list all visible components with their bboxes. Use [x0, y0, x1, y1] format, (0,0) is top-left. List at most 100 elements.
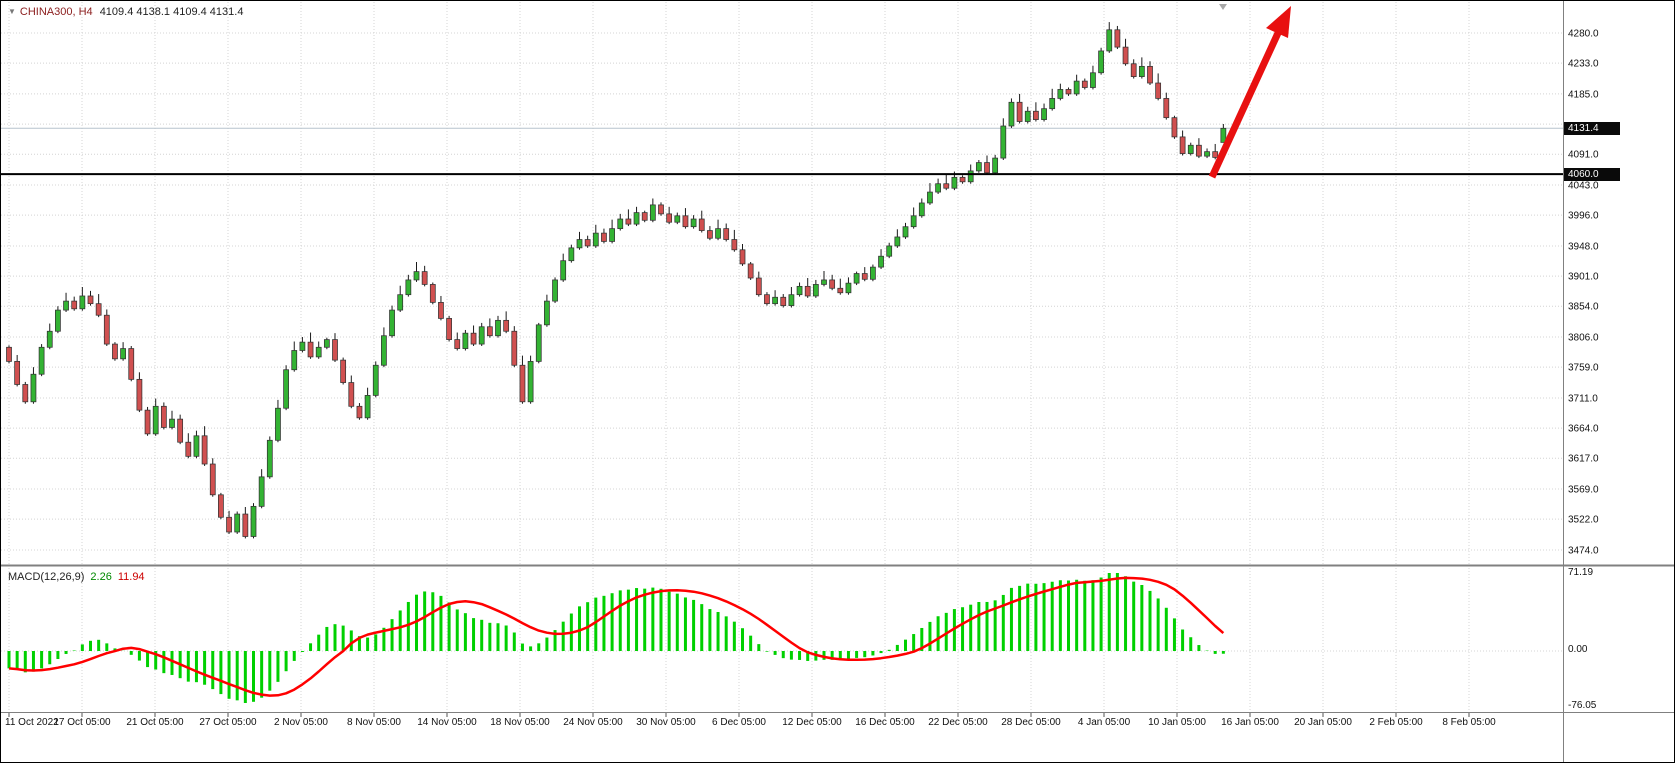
candle[interactable] — [707, 230, 713, 239]
candle[interactable] — [250, 505, 257, 537]
candle[interactable] — [1024, 110, 1031, 122]
candle[interactable] — [747, 263, 754, 279]
candle[interactable] — [63, 300, 69, 311]
candle[interactable] — [1073, 80, 1080, 95]
candle[interactable] — [470, 332, 477, 345]
candle[interactable] — [226, 516, 232, 533]
candle[interactable] — [1220, 127, 1227, 143]
candle[interactable] — [1114, 29, 1121, 48]
candle[interactable] — [421, 271, 428, 285]
candle[interactable] — [682, 215, 689, 228]
dropdown-triangle-icon[interactable]: ▼ — [8, 7, 16, 16]
candle[interactable] — [381, 335, 387, 366]
candle[interactable] — [910, 215, 917, 228]
candle[interactable] — [14, 361, 21, 385]
candle[interactable] — [601, 232, 607, 242]
candle[interactable] — [527, 361, 534, 403]
candle[interactable] — [715, 228, 721, 239]
candle[interactable] — [1041, 108, 1047, 120]
candle[interactable] — [796, 285, 803, 296]
candle[interactable] — [1179, 136, 1186, 154]
candle[interactable] — [1106, 29, 1113, 52]
candle[interactable] — [519, 364, 526, 403]
candle[interactable] — [389, 309, 395, 337]
candle[interactable] — [886, 245, 893, 257]
candle[interactable] — [6, 346, 12, 362]
candle[interactable] — [633, 212, 640, 225]
candle[interactable] — [967, 170, 974, 183]
candle[interactable] — [1081, 80, 1088, 88]
candle[interactable] — [552, 279, 558, 302]
candle[interactable] — [307, 341, 314, 358]
candle[interactable] — [71, 300, 78, 310]
candle[interactable] — [356, 405, 363, 419]
candle[interactable] — [177, 418, 184, 443]
candle[interactable] — [764, 294, 770, 305]
candle[interactable] — [511, 330, 518, 366]
candle[interactable] — [731, 239, 738, 251]
candle[interactable] — [1000, 125, 1007, 159]
candle[interactable] — [861, 273, 868, 280]
candle[interactable] — [364, 395, 371, 419]
candle[interactable] — [218, 494, 224, 518]
candle[interactable] — [584, 239, 591, 247]
candle[interactable] — [1163, 98, 1170, 119]
candle[interactable] — [576, 239, 583, 249]
candle[interactable] — [1138, 65, 1145, 77]
candle[interactable] — [1090, 72, 1096, 88]
candle[interactable] — [315, 346, 322, 358]
candle[interactable] — [821, 279, 827, 285]
price-axis-labels[interactable]: 4280.0 4233.0 4185.0 4091.0 4043.0 3996.0 3948… — [1568, 29, 1599, 557]
candle[interactable] — [160, 405, 167, 428]
candle[interactable] — [185, 441, 192, 457]
candle[interactable] — [1065, 89, 1072, 95]
candle[interactable] — [1204, 151, 1210, 157]
candle[interactable] — [120, 348, 126, 360]
candle[interactable] — [136, 378, 143, 411]
candle[interactable] — [1130, 63, 1137, 77]
candle[interactable] — [495, 319, 501, 337]
candle[interactable] — [878, 255, 884, 268]
candle[interactable] — [992, 157, 999, 174]
candle[interactable] — [413, 271, 420, 281]
candle[interactable] — [812, 284, 819, 297]
candle[interactable] — [1057, 89, 1064, 99]
candle[interactable] — [103, 314, 110, 345]
candle[interactable] — [340, 359, 347, 383]
candle[interactable] — [959, 176, 966, 183]
candle[interactable] — [894, 236, 901, 247]
candle[interactable] — [1098, 50, 1104, 74]
candle[interactable] — [984, 162, 990, 174]
candle[interactable] — [234, 513, 241, 533]
candle[interactable] — [144, 409, 151, 435]
candle[interactable] — [617, 218, 624, 230]
candle[interactable] — [568, 247, 575, 262]
candle[interactable] — [975, 162, 982, 172]
candle[interactable] — [348, 382, 355, 407]
candle[interactable] — [535, 324, 542, 362]
candle[interactable] — [266, 439, 273, 478]
candle[interactable] — [46, 330, 53, 348]
candle[interactable] — [649, 204, 656, 221]
candle[interactable] — [698, 218, 705, 231]
candle[interactable] — [209, 463, 216, 496]
candle[interactable] — [372, 364, 379, 396]
candle[interactable] — [845, 282, 852, 294]
candle[interactable] — [87, 295, 94, 305]
candle[interactable] — [462, 332, 469, 349]
candle[interactable] — [242, 513, 249, 537]
candle[interactable] — [446, 318, 452, 340]
candle[interactable] — [1122, 46, 1129, 65]
candle[interactable] — [486, 326, 493, 337]
candle[interactable] — [658, 204, 664, 215]
candle[interactable] — [1147, 65, 1153, 84]
candle[interactable] — [323, 339, 330, 348]
candle[interactable] — [22, 384, 29, 403]
candle[interactable] — [95, 303, 102, 316]
candle[interactable] — [772, 296, 778, 305]
candle[interactable] — [560, 260, 567, 281]
trend-arrow-head[interactable] — [1266, 6, 1291, 38]
candle[interactable] — [454, 339, 461, 349]
